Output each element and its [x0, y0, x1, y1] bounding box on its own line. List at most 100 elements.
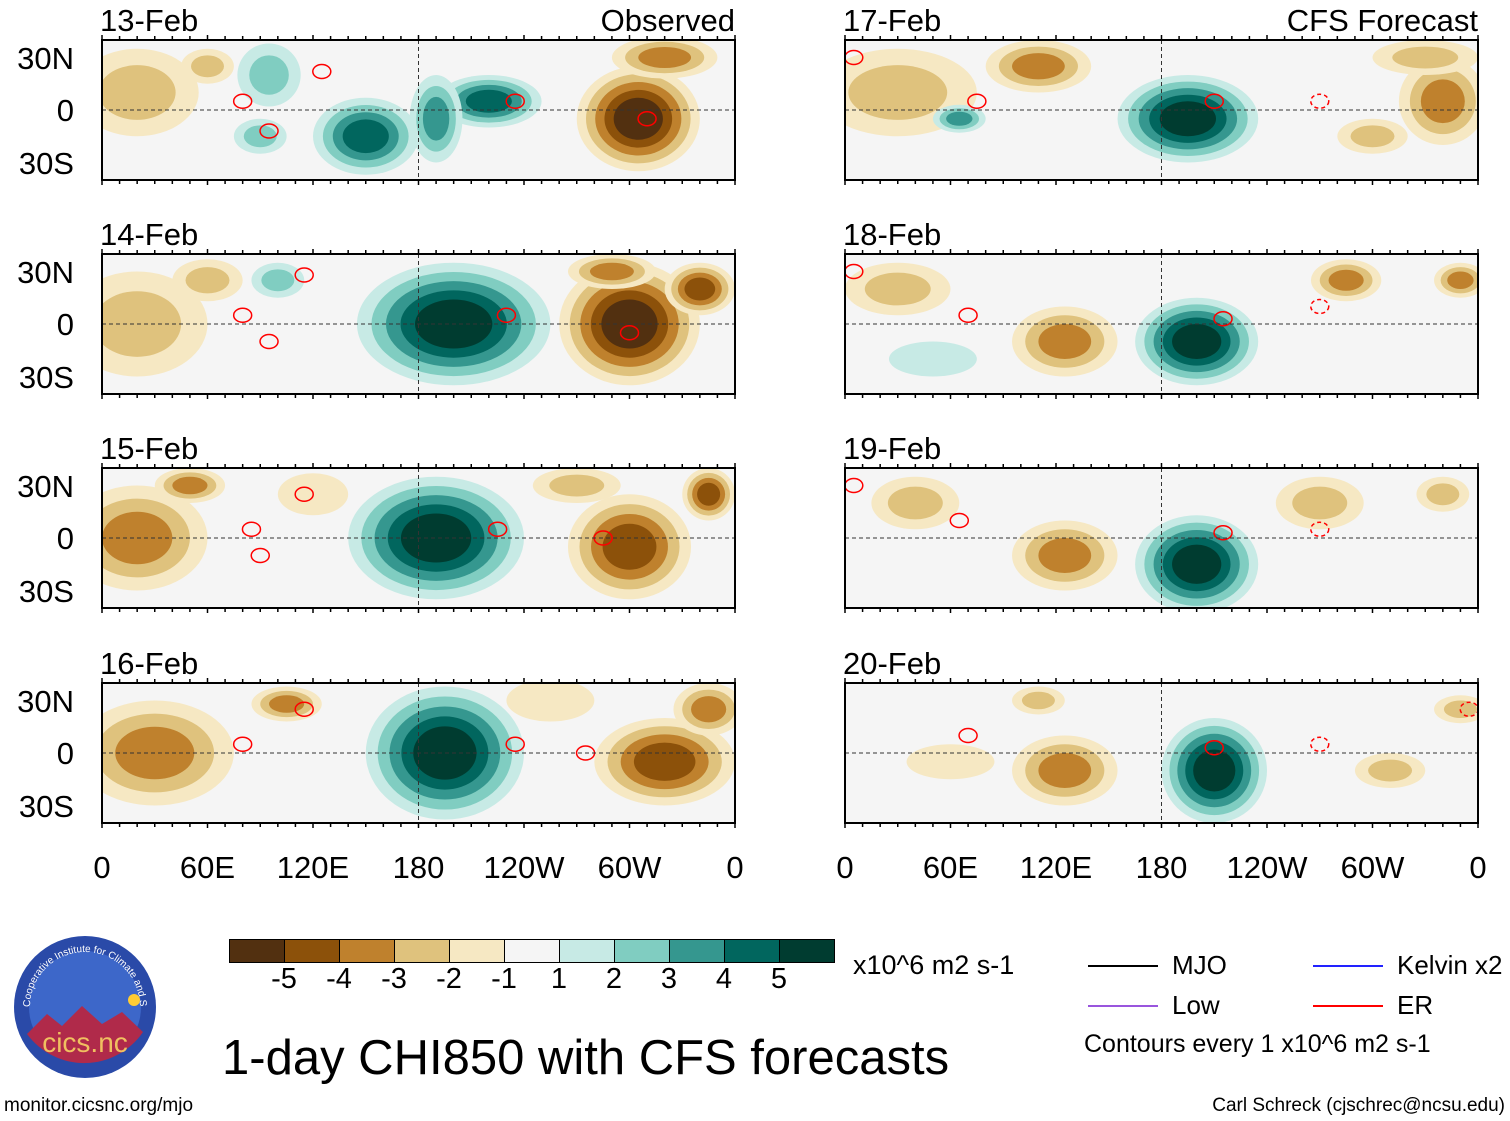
er-contour: [294, 267, 314, 283]
panel-date: 15-Feb: [100, 431, 199, 466]
lon-tick-label: 0: [1469, 850, 1487, 885]
er-contour: [1204, 740, 1224, 756]
lat-tick-label: 30N: [17, 683, 74, 719]
colorbar-swatch: [780, 940, 834, 962]
er-contour: [1213, 311, 1233, 327]
er-contour: [1213, 525, 1233, 541]
anomaly-shading: [1172, 544, 1222, 584]
panel-group-label: Observed: [600, 3, 735, 38]
colorbar-swatch: [340, 940, 395, 962]
lat-tick-label: 0: [56, 521, 74, 556]
lat-tick-label: 0: [56, 307, 74, 342]
colorbar: [229, 939, 835, 963]
anomaly-shading: [102, 291, 182, 357]
legend-label: ER: [1397, 990, 1434, 1020]
cics-logo: Cooperative Institute for Climate and Sa…: [9, 926, 158, 1080]
lat-tick-label: 30S: [18, 788, 74, 824]
er-contour: [637, 111, 657, 127]
anomaly-shading: [1172, 324, 1222, 359]
footer-credit: Carl Schreck (cjschrec@ncsu.edu): [1212, 1095, 1505, 1116]
lat-tick-label: 30N: [17, 40, 74, 76]
colorbar-label: 3: [660, 963, 678, 995]
logo-text: cics.nc: [42, 1027, 128, 1058]
anomaly-shading: [342, 119, 389, 154]
anomaly-shading: [1038, 324, 1092, 359]
er-contour: [487, 521, 508, 537]
anomaly-shading: [888, 341, 977, 377]
anomaly-shading: [1292, 486, 1348, 520]
anomaly-shading: [185, 267, 230, 294]
colorbar-label: 1: [550, 963, 568, 995]
er-contour: [619, 325, 640, 341]
anomaly-shading: [1443, 700, 1477, 718]
anomaly-shading: [1447, 271, 1474, 289]
er-contour: [496, 307, 517, 323]
legend-label: Low: [1172, 990, 1220, 1020]
colorbar-swatch: [450, 940, 505, 962]
lon-tick-label: 120E: [1019, 850, 1093, 885]
lon-tick-label: 60W: [597, 850, 662, 885]
lon-tick-label: 120W: [483, 850, 565, 885]
anomaly-shading: [549, 474, 605, 497]
lon-tick-label: 0: [93, 850, 111, 885]
panel-date: 16-Feb: [100, 646, 199, 681]
anomaly-shading: [1038, 753, 1092, 788]
colorbar-units: x10^6 m2 s-1: [853, 950, 1015, 980]
map-panel-16-Feb: [101, 678, 736, 828]
colorbar-swatch: [725, 940, 780, 962]
colorbar-swatch: [395, 940, 450, 962]
anomaly-shading: [697, 482, 721, 506]
lat-tick-label: 0: [56, 736, 74, 771]
anomaly-shading: [1193, 749, 1236, 792]
er-contour: [1310, 298, 1330, 315]
anomaly-shading: [946, 111, 973, 126]
er-contour: [259, 333, 279, 350]
anomaly-shading: [602, 523, 657, 570]
er-contour: [250, 547, 270, 564]
lon-tick-label: 60E: [922, 850, 979, 885]
footer-url[interactable]: monitor.cicsnc.org/mjo: [4, 1095, 194, 1116]
lon-tick-label: 0: [836, 850, 854, 885]
er-contour: [967, 93, 987, 109]
anomaly-shading: [506, 683, 595, 722]
anomaly-shading: [102, 65, 176, 120]
anomaly-shading: [684, 277, 716, 301]
panel-date: 14-Feb: [100, 217, 199, 252]
map-panel-13-Feb: [101, 35, 736, 185]
colorbar-swatch: [285, 940, 340, 962]
lon-tick-label: 180: [392, 850, 445, 885]
lon-tick-label: 60E: [179, 850, 236, 885]
anomaly-shading: [413, 726, 477, 780]
legend-line-low: [1088, 1005, 1158, 1007]
er-contour: [294, 486, 314, 502]
anomaly-shading: [261, 269, 295, 292]
er-contour: [505, 93, 525, 109]
map-panel-14-Feb: [101, 249, 736, 399]
er-contour: [845, 263, 864, 280]
anomaly-shading: [638, 47, 692, 68]
panel-date: 18-Feb: [843, 217, 942, 252]
lon-tick-label: 120W: [1226, 850, 1308, 885]
colorbar-swatch: [615, 940, 670, 962]
er-contour: [241, 521, 262, 537]
er-contour: [1310, 736, 1330, 752]
er-contour: [958, 727, 978, 744]
colorbar-swatch: [670, 940, 725, 962]
colorbar-swatch: [230, 940, 285, 962]
legend-note: Contours every 1 x10^6 m2 s-1: [1084, 1030, 1431, 1058]
colorbar-label: -2: [436, 963, 462, 995]
anomaly-shading: [1426, 483, 1460, 506]
colorbar-swatch: [505, 940, 560, 962]
map-panel-20-Feb: [844, 678, 1479, 828]
anomaly-shading: [633, 742, 696, 781]
lon-tick-label: 60W: [1340, 850, 1405, 885]
er-contour: [232, 93, 253, 109]
colorbar-label: 4: [715, 963, 733, 995]
anomaly-shading: [172, 476, 208, 495]
er-contour: [312, 63, 332, 80]
er-contour: [845, 477, 864, 494]
er-contour: [1459, 701, 1478, 717]
panel-group-label: CFS Forecast: [1286, 3, 1478, 38]
lon-tick-label: 0: [726, 850, 744, 885]
